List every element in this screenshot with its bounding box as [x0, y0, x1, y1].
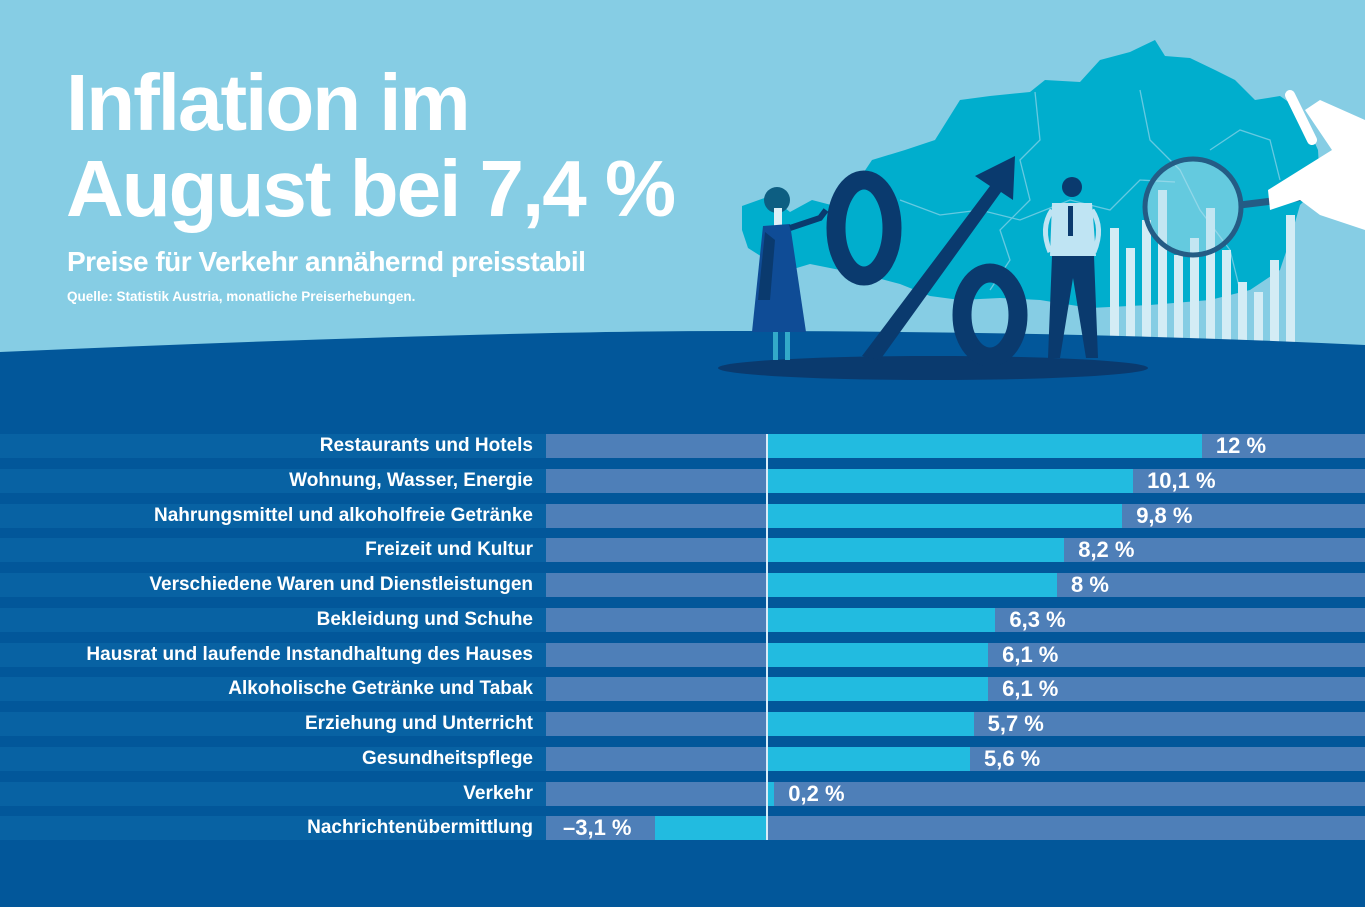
bar [767, 746, 970, 771]
bar-graph-icon [1110, 190, 1295, 348]
man-figure-icon [1043, 177, 1101, 358]
upward-arrow-icon [862, 156, 1015, 360]
bar [767, 573, 1057, 597]
category-label: Gesundheitspflege [0, 746, 546, 771]
figure-shadow [718, 356, 1148, 380]
page-title: Inflation im August bei 7,4 % [66, 58, 676, 233]
title-line-2: August bei 7,4 % [66, 144, 676, 233]
category-label: Alkoholische Getränke und Tabak [0, 677, 546, 702]
category-label: Wohnung, Wasser, Energie [0, 468, 546, 493]
value-label: 8 % [1070, 572, 1109, 597]
value-label: 5,6 % [983, 745, 1041, 771]
bar-track [546, 781, 1365, 806]
category-label: Erziehung und Unterricht [0, 712, 546, 736]
category-label: Freizeit und Kultur [0, 538, 546, 563]
category-label: Bekleidung und Schuhe [0, 607, 546, 632]
bar [767, 434, 1202, 458]
bar [767, 712, 974, 736]
bar [767, 642, 989, 667]
bar [767, 538, 1065, 563]
category-label: Nachrichtenübermittlung [0, 816, 546, 841]
title-line-1: Inflation im [66, 58, 471, 147]
header-illustration [0, 0, 1365, 420]
value-label: 8,2 % [1078, 537, 1135, 563]
woman-figure-icon [752, 187, 829, 360]
source-note: Quelle: Statistik Austria, monatliche Pr… [67, 289, 416, 304]
value-label: –3,1 % [563, 815, 632, 841]
category-label: Hausrat und laufende Instandhaltung des … [0, 642, 546, 667]
subtitle: Preise für Verkehr annähernd preisstabil [67, 246, 586, 277]
bar [767, 607, 996, 632]
value-label: 10,1 % [1147, 467, 1216, 493]
value-label: 9,8 % [1136, 502, 1193, 528]
category-label: Restaurants und Hotels [0, 434, 546, 458]
hand-icon [1268, 100, 1365, 230]
zero-axis-line [766, 434, 768, 841]
bar [767, 781, 775, 806]
value-label: 6,1 % [1002, 676, 1059, 702]
ground-wave [0, 330, 1365, 420]
percent-sign-icon [826, 170, 1028, 367]
value-label: 6,1 % [1002, 641, 1059, 667]
value-label: 6,3 % [1009, 606, 1066, 632]
category-label: Nahrungsmittel und alkoholfreie Getränke [0, 503, 546, 528]
hand-finger [1285, 90, 1317, 145]
value-label: 5,7 % [987, 711, 1044, 736]
bar [767, 468, 1134, 493]
category-label: Verschiedene Waren und Dienstleistungen [0, 573, 546, 597]
bar [767, 503, 1123, 528]
value-label: 0,2 % [788, 780, 845, 806]
bar [654, 816, 768, 841]
value-label: 12 % [1215, 433, 1267, 458]
bar [767, 677, 989, 702]
category-label: Verkehr [0, 781, 546, 806]
